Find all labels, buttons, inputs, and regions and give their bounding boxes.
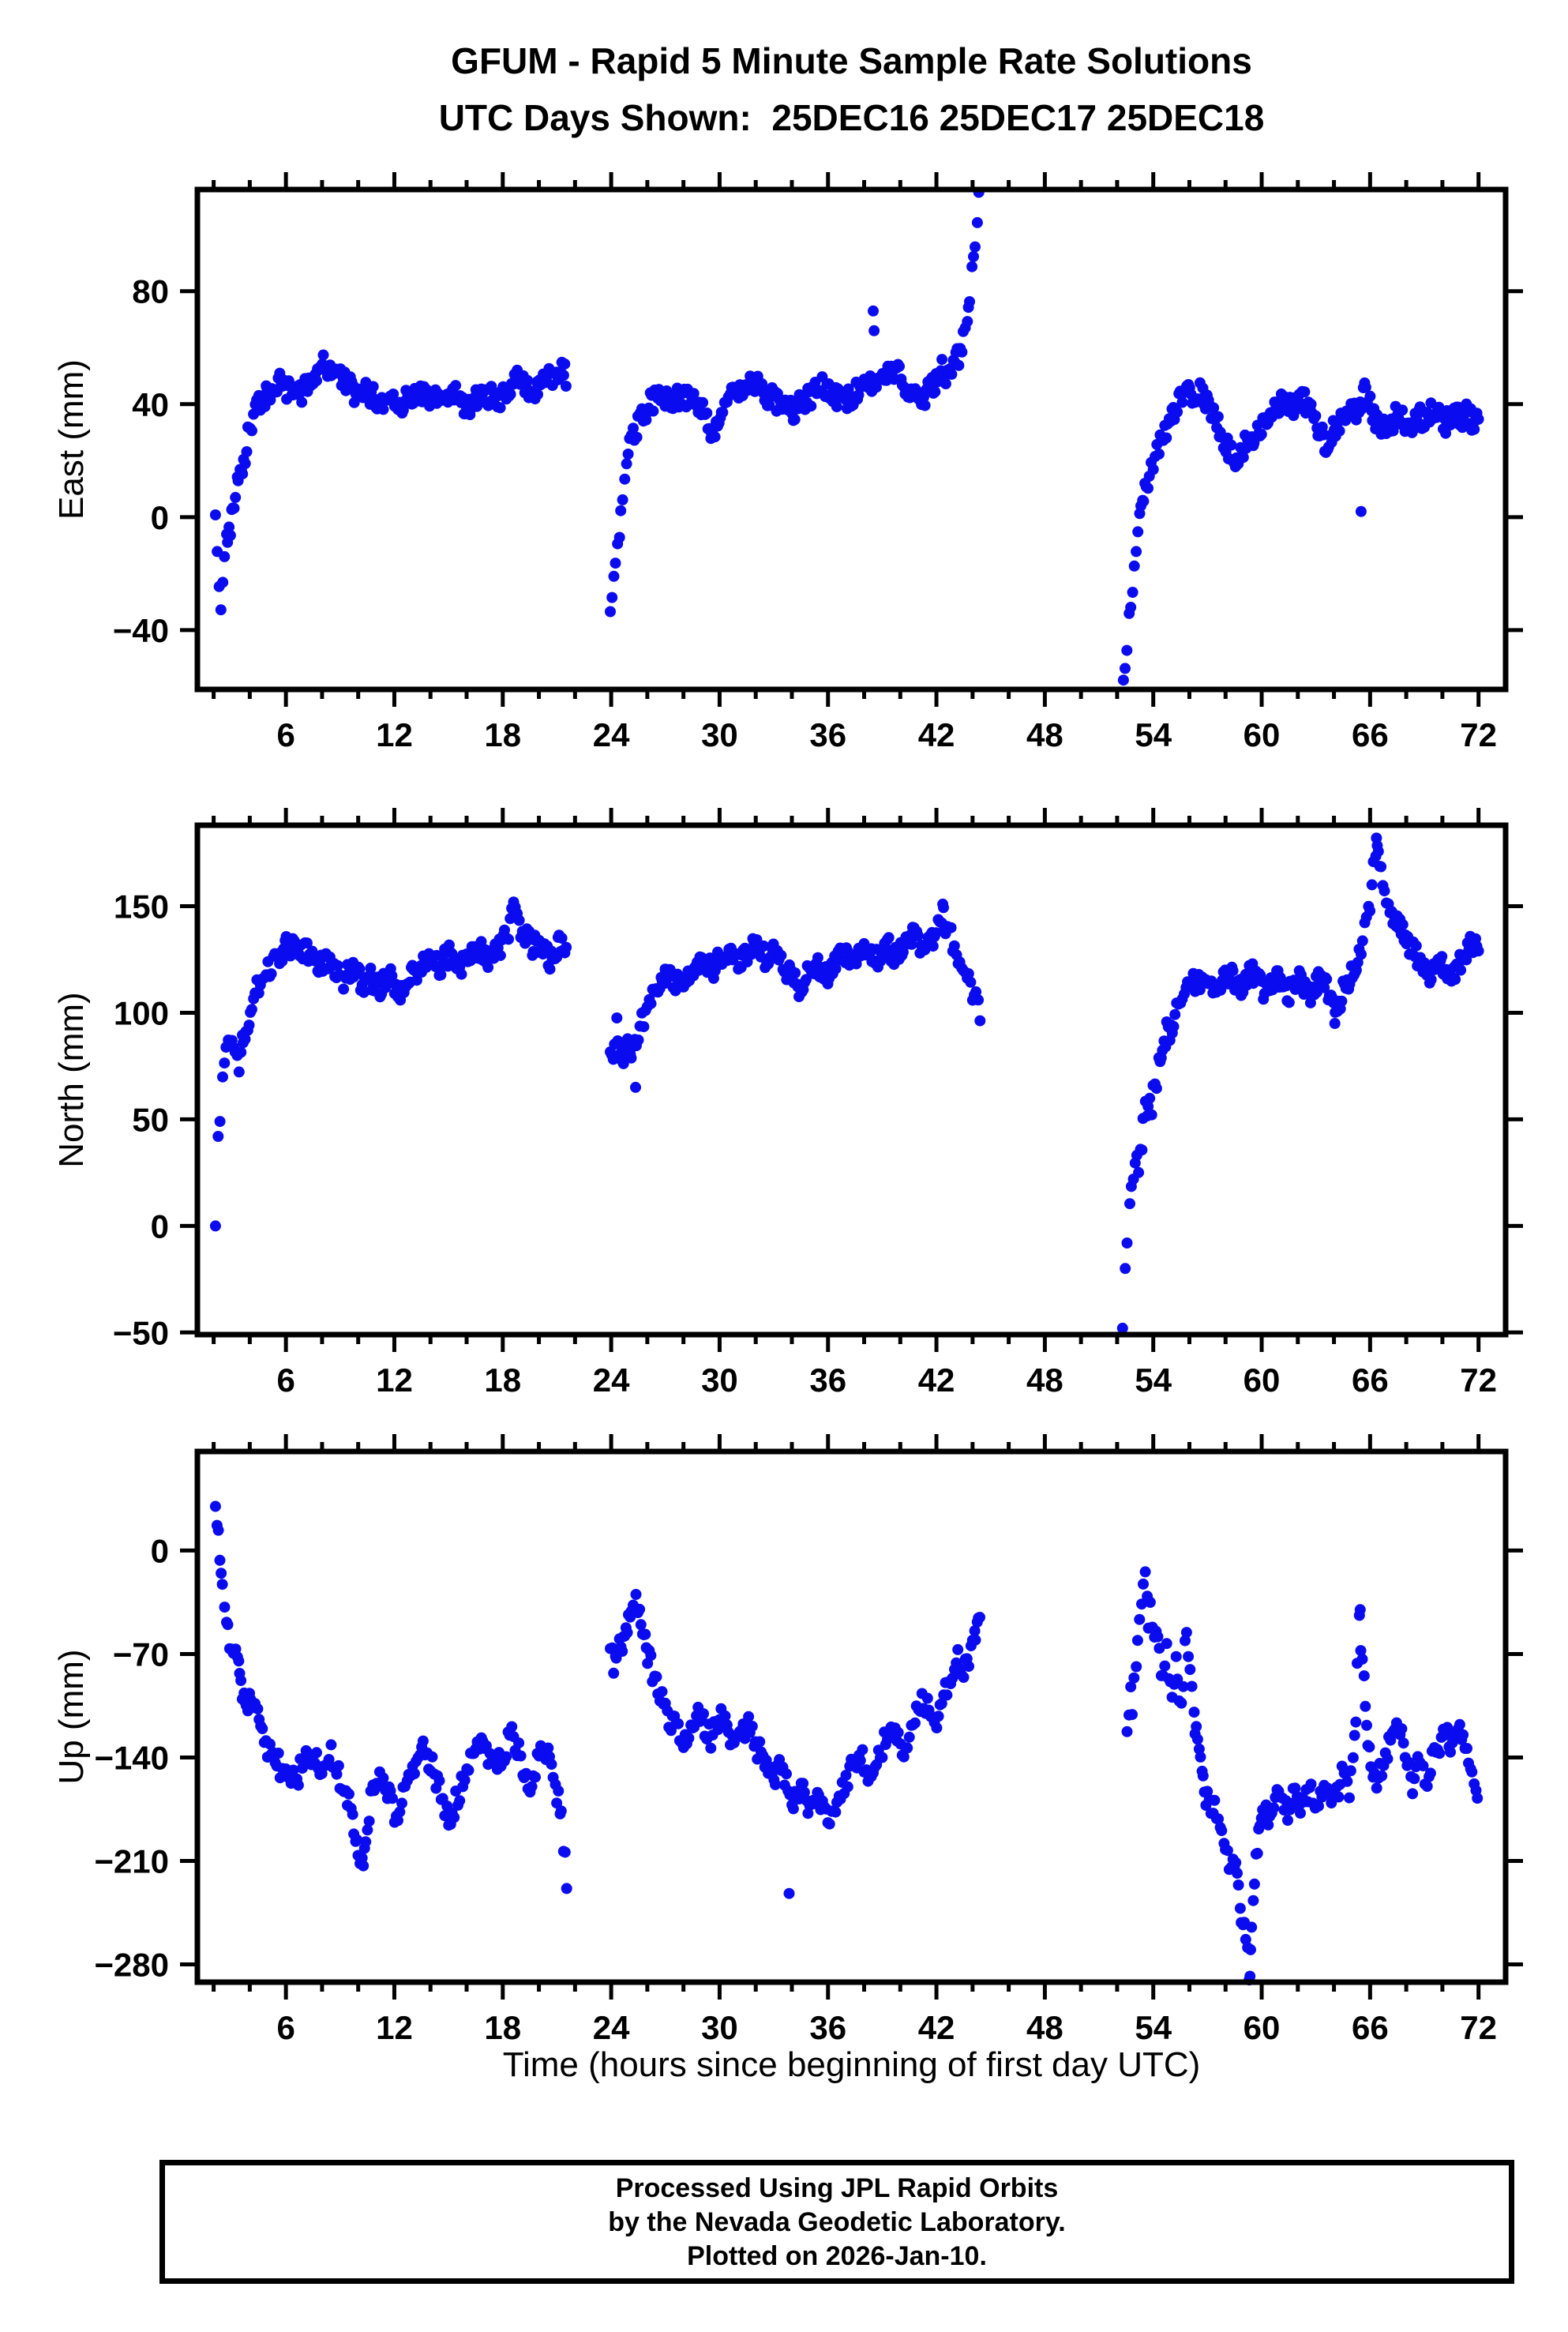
north-y-tick-label: 100 bbox=[114, 994, 169, 1031]
up-frame bbox=[194, 1448, 1509, 1985]
footer-line-2: by the Nevada Geodetic Laboratory. bbox=[608, 2207, 1066, 2237]
east-y-tick-label: 40 bbox=[132, 386, 169, 423]
y-axis-title-up: Up (mm) bbox=[52, 1649, 91, 1784]
up-tick-labels: 6 12 18 24 30 36 42 48 54 60 66 72 0 −70 −140 −210 −280 bbox=[94, 1532, 1497, 2046]
page-subtitle: UTC Days Shown: 25DEC16 25DEC17 25DEC18 bbox=[438, 97, 1265, 138]
footer-line-1: Processed Using JPL Rapid Orbits bbox=[615, 2173, 1059, 2203]
up-x-tick-label: 12 bbox=[376, 2009, 413, 2046]
north-x-tick-label: 60 bbox=[1244, 1361, 1281, 1399]
up-y-tick-label: −140 bbox=[94, 1739, 169, 1776]
up-ticks bbox=[180, 1434, 1523, 2000]
y-axis-title-north: North (mm) bbox=[52, 992, 91, 1167]
x-axis-title: Time (hours since beginning of first day… bbox=[502, 2045, 1201, 2084]
up-x-tick-label: 36 bbox=[809, 2009, 846, 2046]
up-x-tick-label: 30 bbox=[701, 2009, 738, 2046]
east-panel: 6 12 18 24 30 36 42 48 54 60 66 72 80 40 0 −40 East (mm) bbox=[52, 172, 1523, 753]
up-x-tick-label: 42 bbox=[918, 2009, 955, 2046]
footer-line-3: Plotted on 2026-Jan-10. bbox=[687, 2241, 987, 2271]
north-x-tick-label: 6 bbox=[276, 1361, 294, 1399]
north-y-tick-label: −50 bbox=[113, 1314, 169, 1351]
east-tick-labels: 6 12 18 24 30 36 42 48 54 60 66 72 80 40 0 −40 bbox=[113, 273, 1497, 753]
north-x-tick-label: 36 bbox=[809, 1361, 846, 1399]
north-x-tick-label: 30 bbox=[701, 1361, 738, 1399]
up-x-tick-label: 54 bbox=[1135, 2009, 1172, 2046]
up-x-tick-label: 24 bbox=[593, 2009, 630, 2046]
north-y-tick-label: 150 bbox=[114, 888, 169, 926]
up-x-tick-label: 18 bbox=[484, 2009, 521, 2046]
data-points-east bbox=[209, 186, 1484, 686]
east-x-tick-label: 42 bbox=[918, 716, 955, 753]
east-x-tick-label: 12 bbox=[376, 716, 413, 753]
north-x-tick-label: 42 bbox=[918, 1361, 955, 1399]
footer-box: Processed Using JPL Rapid Orbits by the … bbox=[159, 2160, 1514, 2284]
up-y-tick-label: 0 bbox=[151, 1532, 169, 1569]
north-x-tick-label: 54 bbox=[1135, 1361, 1172, 1399]
north-panel: 6 12 18 24 30 36 42 48 54 60 66 72 150 100 50 0 −50 North… bbox=[52, 808, 1523, 1399]
up-x-tick-label: 6 bbox=[276, 2009, 294, 2046]
north-y-tick-label: 0 bbox=[151, 1207, 169, 1245]
north-ticks bbox=[180, 808, 1523, 1352]
east-x-tick-label: 6 bbox=[276, 716, 294, 753]
north-x-tick-label: 24 bbox=[593, 1361, 630, 1399]
up-x-tick-label: 48 bbox=[1026, 2009, 1063, 2046]
up-y-tick-label: −210 bbox=[94, 1843, 169, 1880]
east-x-tick-label: 36 bbox=[809, 716, 846, 753]
north-tick-labels: 6 12 18 24 30 36 42 48 54 60 66 72 150 100 50 0 −50 bbox=[113, 888, 1497, 1399]
east-y-tick-label: 0 bbox=[151, 499, 169, 536]
north-x-tick-label: 12 bbox=[376, 1361, 413, 1399]
up-y-tick-label: −70 bbox=[113, 1635, 169, 1673]
east-x-tick-label: 54 bbox=[1135, 716, 1172, 753]
north-frame bbox=[194, 822, 1509, 1338]
east-x-tick-label: 48 bbox=[1026, 716, 1063, 753]
north-x-tick-label: 66 bbox=[1352, 1361, 1389, 1399]
up-x-tick-label: 72 bbox=[1460, 2009, 1497, 2046]
north-x-tick-label: 48 bbox=[1026, 1361, 1063, 1399]
up-panel: 6 12 18 24 30 36 42 48 54 60 66 72 0 −70 −140 −210 −280 U… bbox=[52, 1434, 1523, 2046]
east-x-tick-label: 66 bbox=[1352, 716, 1389, 753]
up-x-tick-label: 66 bbox=[1352, 2009, 1389, 2046]
east-y-tick-label: 80 bbox=[132, 273, 169, 310]
east-y-tick-label: −40 bbox=[113, 612, 169, 649]
data-points-north bbox=[209, 832, 1484, 1334]
north-y-tick-label: 50 bbox=[132, 1101, 169, 1138]
east-x-tick-label: 30 bbox=[701, 716, 738, 753]
up-x-tick-label: 60 bbox=[1244, 2009, 1281, 2046]
north-x-tick-label: 72 bbox=[1460, 1361, 1497, 1399]
data-points-up bbox=[209, 1500, 1484, 1986]
east-x-tick-label: 60 bbox=[1244, 716, 1281, 753]
page-title: GFUM - Rapid 5 Minute Sample Rate Soluti… bbox=[451, 40, 1252, 81]
up-y-tick-label: −280 bbox=[94, 1947, 169, 1984]
east-x-tick-label: 72 bbox=[1460, 716, 1497, 753]
north-x-tick-label: 18 bbox=[484, 1361, 521, 1399]
east-frame bbox=[194, 186, 1509, 693]
east-x-tick-label: 18 bbox=[484, 716, 521, 753]
y-axis-title-east: East (mm) bbox=[52, 359, 91, 520]
east-x-tick-label: 24 bbox=[593, 716, 630, 753]
